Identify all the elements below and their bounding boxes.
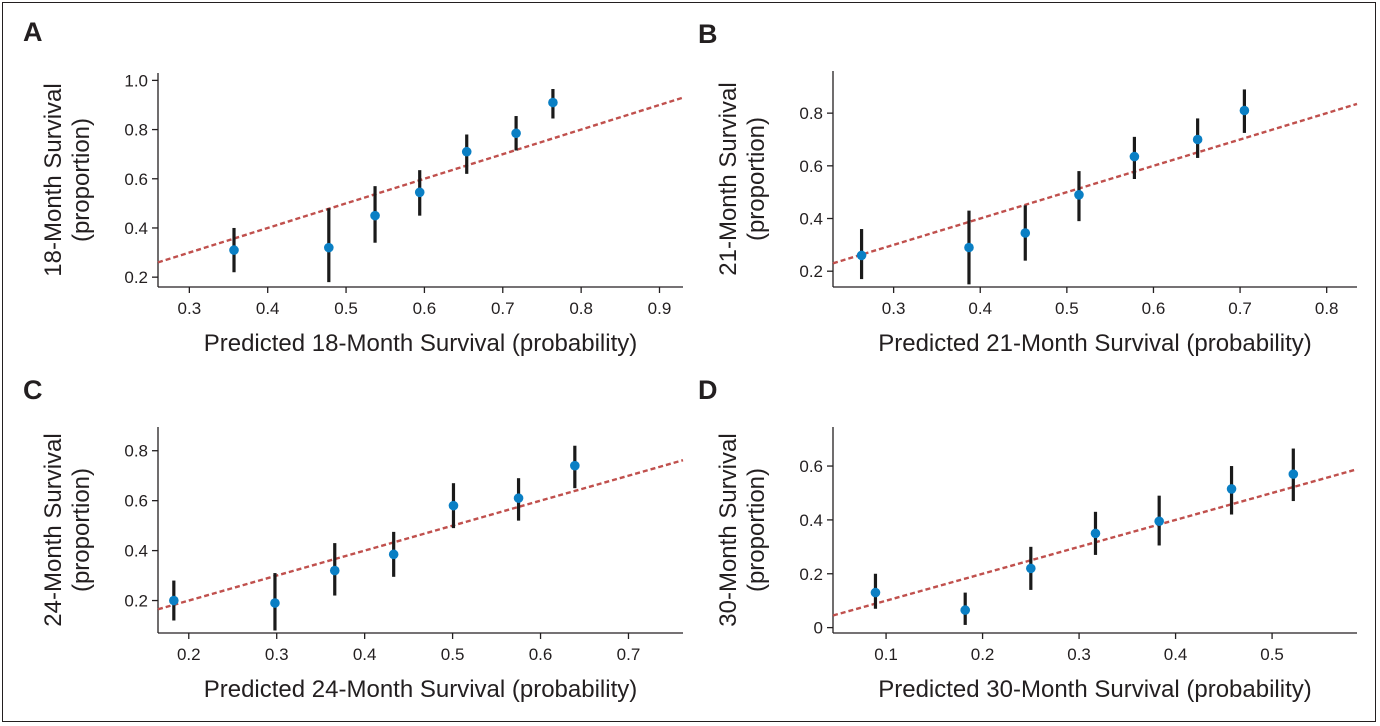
x-tick-label: 0.7 [1228, 299, 1252, 318]
x-tick-label: 0.4 [1164, 645, 1188, 664]
y-tick-label: 1.0 [124, 71, 148, 90]
data-point [1090, 528, 1101, 539]
data-point [324, 242, 334, 253]
data-point [1239, 105, 1250, 116]
x-tick-label: 0.7 [491, 299, 515, 318]
x-tick-label: 0.5 [1055, 299, 1079, 318]
x-axis-label: Predicted 24-Month Survival (probability… [204, 676, 638, 703]
panel-d: D 0.1 0.2 0.3 0.4 0.5 0 0.2 0.4 0.6 Predicted 30-M… [698, 375, 1358, 703]
data-point [1074, 190, 1084, 200]
y-axis-label-line1: 30-Month Survival [715, 433, 742, 626]
x-tick-label: 0.2 [177, 645, 201, 664]
x-tick-label: 0.5 [441, 645, 465, 664]
y-axis-label-line2: (proportion) [743, 117, 770, 241]
data-point [1192, 134, 1203, 145]
x-tick-label: 0.1 [874, 645, 898, 664]
y-tick-label: 0.2 [124, 268, 148, 287]
panel-letter: A [23, 17, 43, 47]
x-tick-label: 0.4 [968, 299, 992, 318]
data-point [1020, 228, 1031, 238]
data-point [388, 549, 399, 560]
x-tick-label: 0.7 [617, 645, 641, 664]
data-point [1026, 563, 1036, 574]
x-tick-label: 0.5 [1260, 645, 1284, 664]
data-point [370, 210, 380, 221]
y-tick-label: 0.4 [799, 511, 823, 530]
x-tick-label: 0.3 [178, 299, 202, 318]
y-axis-label-line1: 21-Month Survival [715, 82, 742, 275]
y-axis-label-line1: 24-Month Survival [40, 433, 67, 626]
panel-a: A 0.3 0.4 0.5 0.6 0.7 0.8 0.9 0.2 0.4 0.6 0.8 1.0 Pre… [23, 17, 684, 357]
x-tick-label: 0.6 [413, 299, 437, 318]
data-point [461, 146, 472, 157]
reference-line [832, 102, 1358, 265]
y-tick-label: 0.6 [799, 157, 823, 176]
data-point [414, 187, 425, 198]
data-point [1226, 484, 1237, 494]
x-tick-label: 0.8 [569, 299, 593, 318]
data-point [448, 500, 459, 511]
data-point [870, 587, 881, 598]
x-axis-label: Predicted 21-Month Survival (probability… [878, 330, 1312, 357]
x-axis-label: Predicted 30-Month Survival (probability… [878, 676, 1312, 703]
data-point [960, 605, 971, 615]
y-axis-label-line1: 18-Month Survival [40, 83, 67, 276]
data-point [513, 493, 524, 503]
x-tick-label: 0.4 [353, 645, 377, 664]
y-axis-label-line2: (proportion) [743, 468, 770, 592]
x-tick-label: 0.5 [334, 299, 358, 318]
y-tick-label: 0.2 [799, 565, 823, 584]
panel-letter: B [698, 19, 718, 49]
data-point [856, 250, 867, 261]
x-tick-label: 0.6 [1142, 299, 1166, 318]
data-point [329, 565, 340, 576]
y-tick-label: 0.4 [124, 542, 148, 561]
reference-line [157, 459, 684, 611]
panel-letter: D [698, 375, 718, 405]
data-point [1129, 151, 1140, 162]
y-tick-label: 0.8 [799, 104, 823, 123]
y-tick-label: 0.6 [124, 492, 148, 511]
x-tick-label: 0.8 [1315, 299, 1339, 318]
x-axis-label: Predicted 18-Month Survival (probability… [204, 330, 638, 357]
y-tick-label: 0.4 [124, 219, 148, 238]
x-tick-label: 0.9 [648, 299, 672, 318]
x-tick-label: 0.3 [1067, 645, 1091, 664]
y-tick-label: 0.6 [124, 170, 148, 189]
panel-letter: C [23, 375, 43, 405]
y-tick-label: 0.4 [799, 210, 823, 229]
x-tick-label: 0.3 [265, 645, 289, 664]
y-tick-label: 0 [814, 619, 823, 638]
y-tick-label: 0.6 [799, 457, 823, 476]
data-point [570, 460, 580, 471]
data-point [964, 242, 974, 253]
x-tick-label: 0.6 [529, 645, 553, 664]
data-point [169, 595, 179, 606]
panel-c: C 0.2 0.3 0.4 0.5 0.6 0.7 0.2 0.4 0.6 0.8 Predicted… [23, 375, 684, 703]
y-tick-label: 0.8 [124, 121, 148, 140]
y-tick-label: 0.2 [124, 592, 148, 611]
x-tick-label: 0.2 [971, 645, 995, 664]
y-axis-label-line2: (proportion) [68, 118, 95, 242]
x-tick-label: 0.4 [256, 299, 280, 318]
data-point [548, 97, 558, 108]
data-point [229, 245, 239, 255]
y-tick-label: 0.2 [799, 262, 823, 281]
panel-b: B0.3 0.4 0.5 0.6 0.7 0.80.20.40.60.8Predicted… [698, 19, 1358, 357]
data-point [1288, 469, 1299, 479]
data-point [1154, 516, 1164, 527]
data-point [270, 598, 280, 608]
y-axis-label-line2: (proportion) [68, 468, 95, 592]
x-tick-label: 0.3 [882, 299, 906, 318]
survival-calibration-chart: A 0.3 0.4 0.5 0.6 0.7 0.8 0.9 0.2 0.4 0.6 0.8 1.0 Pre… [23, 17, 1358, 703]
data-point [511, 128, 521, 139]
y-tick-label: 0.8 [124, 442, 148, 461]
